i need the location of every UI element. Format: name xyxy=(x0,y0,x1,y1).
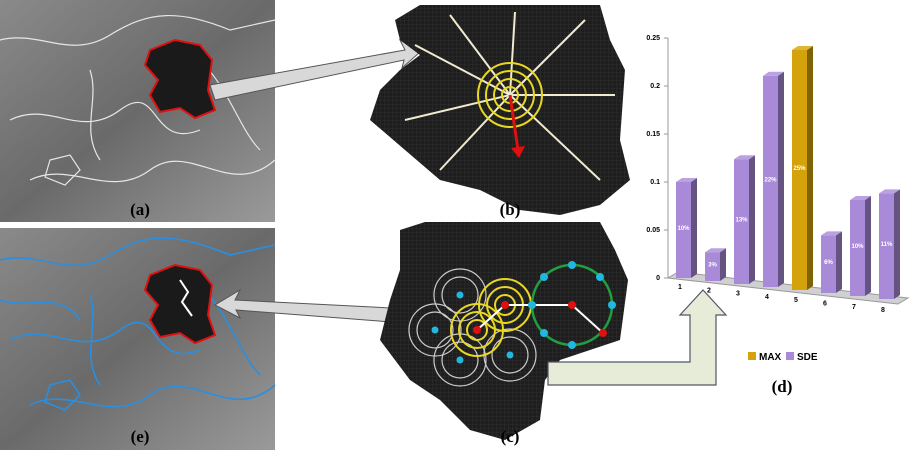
panel-label: (b) xyxy=(500,200,521,219)
legend-swatch xyxy=(786,352,794,360)
bar-side xyxy=(720,248,726,281)
legend-swatch xyxy=(748,352,756,360)
y-tick-label: 0 xyxy=(656,275,660,282)
bar-side xyxy=(749,155,755,284)
y-tick-label: 0.1 xyxy=(650,179,660,186)
panel-label: (d) xyxy=(772,377,793,396)
bar-side xyxy=(807,46,813,290)
bar-side xyxy=(865,196,871,296)
image-e xyxy=(0,228,275,450)
x-tick-label: 5 xyxy=(794,297,798,304)
bar-side xyxy=(778,72,784,287)
value-label: 10% xyxy=(677,226,690,232)
x-tick-label: 1 xyxy=(678,284,682,291)
value-label: 13% xyxy=(735,218,748,224)
panel-label: (c) xyxy=(501,427,520,446)
value-label: 10% xyxy=(851,244,864,250)
panel-label: (a) xyxy=(130,200,150,219)
x-tick-label: 2 xyxy=(707,287,711,294)
x-tick-label: 7 xyxy=(852,304,856,311)
legend-label: MAX xyxy=(759,352,782,363)
y-tick-label: 0.2 xyxy=(650,83,660,90)
image-c xyxy=(380,222,628,440)
x-tick-label: 4 xyxy=(765,294,769,301)
y-tick-label: 0.15 xyxy=(646,131,660,138)
panel-label: (e) xyxy=(131,427,150,446)
page: (a) (b) (c) (d) (e) 0 0.05 0.1 0.15 0.2 0.25 1… xyxy=(0,0,911,450)
legend-label: SDE xyxy=(797,352,818,363)
y-tick-label: 0.25 xyxy=(646,35,660,42)
image-a xyxy=(0,0,275,222)
x-tick-label: 3 xyxy=(736,291,740,298)
x-tick-label: 8 xyxy=(881,307,885,314)
bar-side xyxy=(894,189,900,299)
value-label: 22% xyxy=(764,177,777,183)
image-b xyxy=(370,5,630,215)
bar-side xyxy=(836,231,842,293)
y-tick-label: 0.05 xyxy=(646,227,660,234)
value-label: 6% xyxy=(824,260,833,266)
value-label: 11% xyxy=(881,242,893,248)
value-label: 25% xyxy=(793,166,806,172)
bar-side xyxy=(691,178,697,278)
x-tick-label: 6 xyxy=(823,301,827,308)
value-label: 3% xyxy=(708,263,717,269)
figure: (a) (b) (c) (d) (e) 0 0.05 0.1 0.15 0.2 0.25 1… xyxy=(0,0,911,450)
